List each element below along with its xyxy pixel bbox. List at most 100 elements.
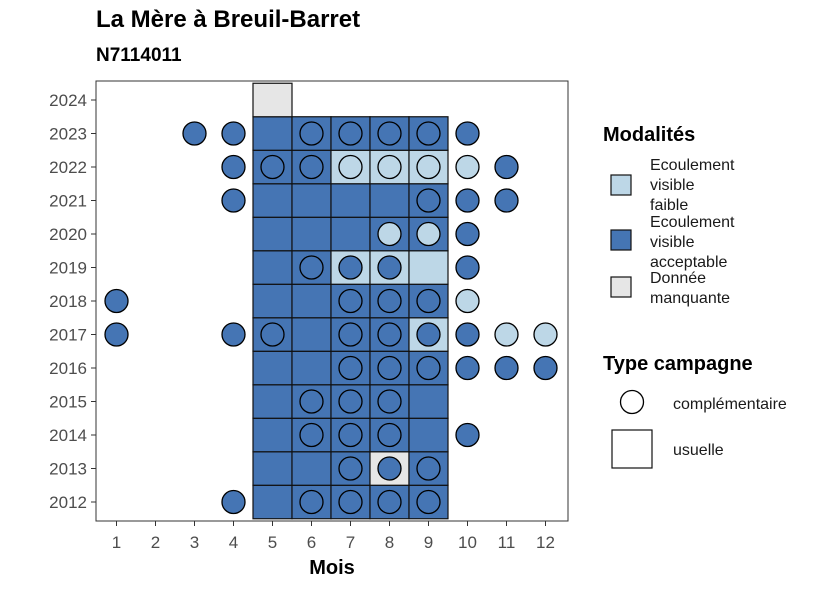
point-2023-8: [377, 121, 402, 146]
point-2019-7: [338, 255, 363, 280]
x-tick-label: 7: [346, 533, 355, 552]
point-2017-11: [494, 322, 519, 347]
tile-2016-6: [291, 350, 332, 386]
tile-2017-6: [291, 317, 332, 352]
point-2018-9: [416, 288, 441, 314]
tile-2018-6: [291, 283, 332, 319]
point-2016-9: [416, 355, 441, 381]
tile-2024-5: [252, 82, 293, 118]
x-tick-label: 2: [151, 533, 160, 552]
legend-key-acceptable: [610, 229, 632, 251]
point-2016-11: [494, 355, 519, 381]
tile-2014-9: [408, 417, 449, 453]
point-2021-11: [494, 188, 519, 213]
point-2014-6: [299, 422, 324, 448]
point-2017-12: [533, 322, 558, 347]
y-tick-label: 2022: [49, 158, 87, 177]
point-2018-7: [338, 288, 363, 314]
tile-2020-7: [330, 216, 371, 252]
point-2022-4: [221, 154, 246, 180]
tile-2021-6: [291, 183, 332, 218]
x-tick-label: 8: [385, 533, 394, 552]
tile-2020-6: [291, 216, 332, 252]
y-tick-label: 2017: [49, 326, 87, 345]
legend-key-usuelle: [611, 429, 653, 469]
tile-2020-5: [252, 216, 293, 252]
point-2015-8: [377, 389, 402, 414]
tile-2021-5: [252, 183, 293, 218]
x-tick-label: 11: [498, 533, 516, 552]
x-axis-title: Mois: [309, 557, 355, 579]
point-2018-10: [455, 288, 480, 314]
legend-label-usuelle: usuelle: [673, 442, 724, 459]
legend-label-acceptable: visible: [650, 234, 695, 251]
legend-label-faible: Ecoulement: [650, 157, 735, 174]
legend-label-faible: visible: [650, 177, 695, 194]
x-tick-label: 1: [112, 533, 121, 552]
point-2017-5: [260, 322, 285, 347]
legend-label-faible: faible: [650, 197, 688, 214]
legend-title-modalites: Modalités: [603, 124, 695, 146]
y-tick-label: 2019: [49, 259, 87, 278]
legend-title-type: Type campagne: [603, 353, 753, 375]
chart-title: La Mère à Breuil-Barret: [96, 6, 361, 33]
point-2016-8: [377, 355, 402, 381]
point-2015-6: [299, 389, 324, 414]
y-tick-label: 2015: [49, 393, 87, 412]
legend-label-acceptable: Ecoulement: [650, 214, 735, 231]
y-tick-label: 2013: [49, 460, 87, 479]
tile-2013-5: [252, 451, 293, 486]
point-2023-7: [338, 121, 363, 146]
y-tick-label: 2023: [49, 125, 87, 144]
legend-label-acceptable: acceptable: [650, 254, 727, 271]
point-2016-12: [533, 355, 558, 381]
x-tick-label: 9: [424, 533, 433, 552]
point-2017-7: [338, 322, 363, 347]
legend-key-complementaire: [619, 389, 645, 415]
point-2013-7: [338, 456, 363, 481]
point-2022-8: [377, 154, 402, 180]
point-2023-4: [221, 121, 246, 146]
point-2020-9: [416, 221, 441, 247]
point-2016-7: [338, 355, 363, 381]
point-2020-10: [455, 221, 480, 247]
point-2019-10: [455, 255, 480, 280]
point-2023-10: [455, 121, 480, 146]
point-2021-4: [221, 188, 246, 213]
x-tick-label: 6: [307, 533, 316, 552]
point-2012-7: [338, 489, 363, 515]
y-tick-label: 2018: [49, 292, 87, 311]
point-2017-4: [221, 322, 246, 347]
x-tick-label: 5: [268, 533, 277, 552]
x-tick-label: 3: [190, 533, 199, 552]
legend-key-manquante: [610, 276, 632, 298]
point-2018-1: [104, 288, 129, 314]
x-tick-label: 12: [536, 533, 555, 552]
point-2018-8: [377, 288, 402, 314]
point-2017-10: [455, 322, 480, 347]
tile-2013-6: [291, 451, 332, 486]
point-2012-4: [221, 489, 246, 515]
point-2017-1: [104, 322, 129, 347]
x-tick-label: 4: [229, 533, 238, 552]
tile-2016-5: [252, 350, 293, 386]
point-2016-10: [455, 355, 480, 381]
tile-2018-5: [252, 283, 293, 319]
legend-label-manquante: manquante: [650, 290, 730, 307]
point-2012-8: [377, 489, 402, 515]
point-2022-5: [260, 154, 285, 180]
tile-2023-5: [252, 116, 293, 151]
point-2012-6: [299, 489, 324, 515]
y-tick-label: 2012: [49, 493, 87, 512]
point-2020-8: [377, 221, 402, 247]
x-tick-label: 10: [458, 533, 477, 552]
point-2013-9: [416, 456, 441, 481]
tile-2015-9: [408, 384, 449, 419]
point-2021-10: [455, 188, 480, 213]
point-2017-8: [377, 322, 402, 347]
chart-subtitle: N7114011: [96, 45, 182, 66]
tile-2012-5: [252, 484, 293, 520]
tile-2014-5: [252, 417, 293, 453]
tile-2015-5: [252, 384, 293, 419]
